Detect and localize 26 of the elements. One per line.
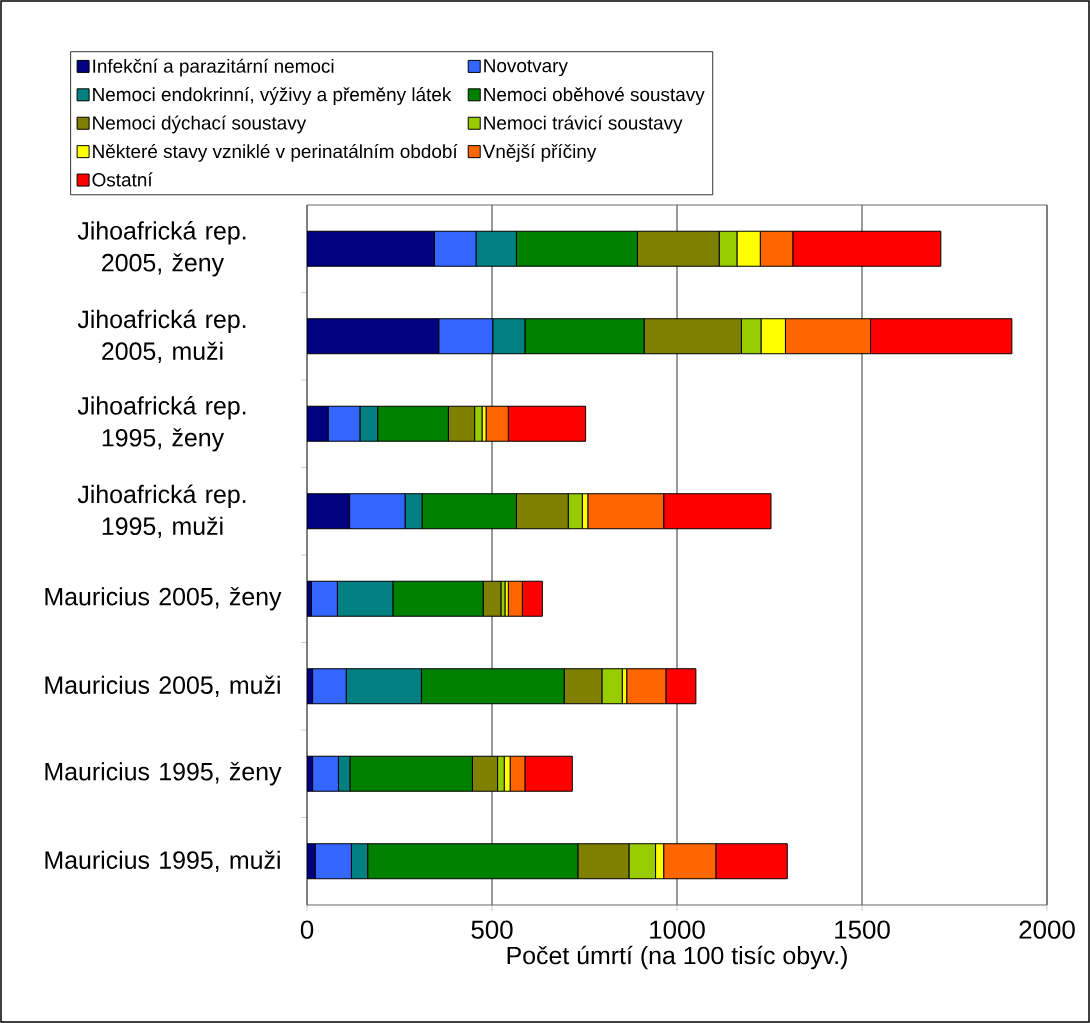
bar (307, 318, 440, 355)
y-tick-label: Mauricius 2005, ženy (45, 587, 282, 611)
x-tick-label: 1500 (835, 920, 890, 939)
legend-label: Některé stavy vzniklé v perinatálním období (93, 143, 458, 162)
x-tick-label: 1000 (650, 920, 705, 939)
legend-label: Infekční a parazitární nemoci (93, 58, 334, 77)
bar (307, 493, 351, 530)
x-tick-label: 0 (300, 920, 314, 939)
x-tick-label: 2000 (1019, 920, 1075, 939)
legend-label: Vnější příčiny (482, 143, 597, 162)
x-tick-label: 500 (471, 920, 513, 939)
y-tick-label: Jihoafrická rep. 2005, ženy (77, 221, 246, 277)
legend-label: Nemoci oběhové soustavy (484, 87, 705, 105)
y-tick-label: Mauricius 1995, muži (45, 850, 280, 872)
y-tick-label: Jihoafrická rep. 1995, ženy (77, 396, 246, 452)
legend-label: Novotvary (484, 59, 568, 77)
legend-label: Nemoci trávicí soustavy (484, 115, 683, 134)
y-tick-label: Mauricius 2005, muži (45, 675, 280, 697)
y-tick-label: Mauricius 1995, ženy (45, 762, 282, 786)
legend-label: Nemoci endokrinní, výživy a přeměny látek (93, 87, 452, 105)
bar (307, 230, 435, 267)
y-tick-label: Jihoafrická rep. 1995, muži (77, 484, 246, 538)
legend-label: Ostatní (92, 172, 153, 187)
x-axis-title: Počet úmrtí (na 100 tisíc obyv.) (507, 945, 847, 970)
legend-label: Nemoci dýchací soustavy (93, 115, 307, 134)
y-tick-label: Jihoafrická rep. 2005, muži (77, 309, 246, 363)
